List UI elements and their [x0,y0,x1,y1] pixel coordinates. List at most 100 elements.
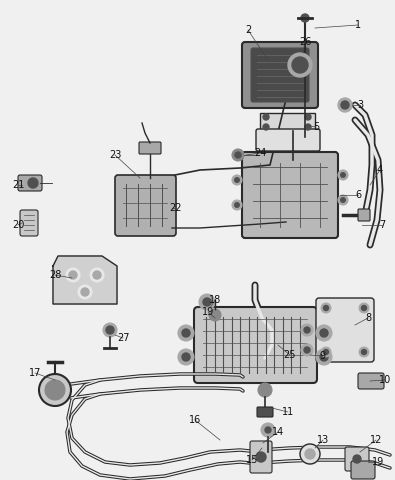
Text: 15: 15 [246,455,258,465]
FancyBboxPatch shape [250,441,272,473]
Circle shape [300,444,320,464]
Circle shape [263,124,269,130]
Circle shape [90,268,104,282]
Circle shape [182,353,190,361]
Text: 27: 27 [117,333,129,343]
Circle shape [301,344,313,356]
Circle shape [324,305,329,311]
Circle shape [301,14,309,22]
FancyBboxPatch shape [251,48,309,102]
Circle shape [324,349,329,355]
Text: 9: 9 [319,351,325,361]
Circle shape [232,149,244,161]
Circle shape [305,114,311,120]
FancyBboxPatch shape [358,209,370,221]
Circle shape [316,325,332,341]
Text: 2: 2 [245,25,251,35]
Circle shape [292,57,308,73]
Circle shape [199,294,215,310]
Circle shape [263,114,269,120]
Circle shape [66,268,80,282]
Circle shape [353,455,361,463]
Circle shape [341,101,349,109]
Circle shape [304,347,310,353]
FancyBboxPatch shape [18,175,42,191]
Text: 24: 24 [254,148,266,158]
Circle shape [320,353,328,361]
Circle shape [69,271,77,279]
Text: 8: 8 [365,313,371,323]
Circle shape [265,427,271,433]
Circle shape [103,323,117,337]
Text: 1: 1 [355,20,361,30]
Text: 10: 10 [379,375,391,385]
FancyBboxPatch shape [358,373,384,389]
Circle shape [301,324,313,336]
Circle shape [232,200,242,210]
Text: 7: 7 [379,220,385,230]
Text: 17: 17 [29,368,41,378]
Circle shape [316,349,332,365]
Text: 28: 28 [49,270,61,280]
Text: 19: 19 [372,457,384,467]
Text: 16: 16 [189,415,201,425]
Circle shape [321,303,331,313]
Circle shape [359,303,369,313]
Circle shape [232,175,242,185]
FancyBboxPatch shape [242,42,318,108]
Circle shape [320,329,328,337]
Circle shape [361,349,367,355]
Circle shape [258,383,272,397]
Circle shape [261,423,275,437]
Circle shape [305,124,311,130]
Circle shape [321,347,331,357]
Bar [260,113,315,131]
Circle shape [304,327,310,333]
Circle shape [234,177,240,183]
Circle shape [359,347,369,357]
Text: 20: 20 [12,220,24,230]
Text: 21: 21 [12,180,24,190]
Text: 14: 14 [272,427,284,437]
Circle shape [256,452,266,462]
FancyBboxPatch shape [351,461,375,479]
FancyBboxPatch shape [257,407,273,417]
Text: 26: 26 [299,37,311,47]
Circle shape [106,326,114,334]
Circle shape [203,298,211,306]
FancyBboxPatch shape [316,298,374,362]
Circle shape [340,172,346,178]
Circle shape [28,178,38,188]
FancyBboxPatch shape [20,210,38,236]
Text: 3: 3 [357,100,363,110]
Text: 13: 13 [317,435,329,445]
Text: 11: 11 [282,407,294,417]
Circle shape [81,288,89,296]
Circle shape [234,202,240,208]
Circle shape [39,374,71,406]
FancyBboxPatch shape [256,129,320,151]
Circle shape [338,195,348,205]
Circle shape [209,309,221,321]
Circle shape [338,170,348,180]
Circle shape [78,285,92,299]
Text: 4: 4 [377,165,383,175]
Circle shape [178,349,194,365]
Text: 19: 19 [202,307,214,317]
Circle shape [305,449,315,459]
Circle shape [338,98,352,112]
FancyBboxPatch shape [139,142,161,154]
Circle shape [178,325,194,341]
Text: 18: 18 [209,295,221,305]
Circle shape [288,53,312,77]
Text: 5: 5 [313,122,319,132]
Circle shape [340,197,346,203]
Text: 12: 12 [370,435,382,445]
Circle shape [93,271,101,279]
Text: 25: 25 [284,350,296,360]
Circle shape [235,152,241,158]
Circle shape [361,305,367,311]
Polygon shape [53,256,117,304]
FancyBboxPatch shape [242,152,338,238]
Circle shape [182,329,190,337]
